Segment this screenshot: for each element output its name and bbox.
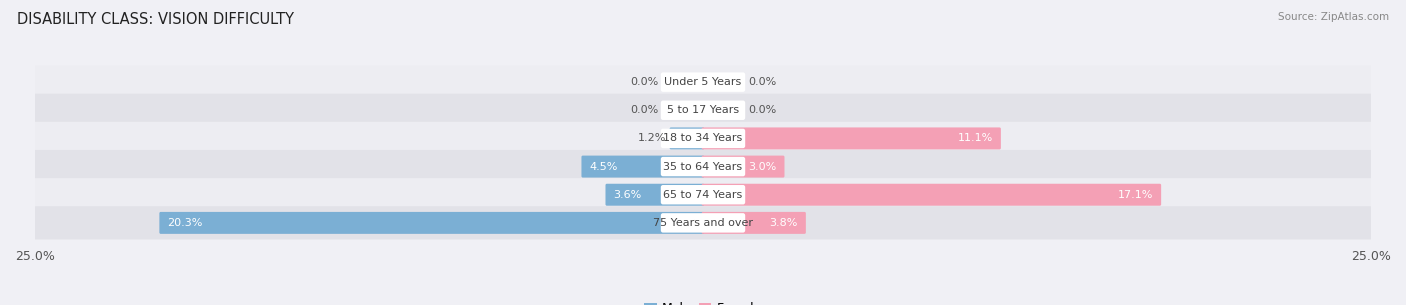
FancyBboxPatch shape [702,212,806,234]
FancyBboxPatch shape [661,101,745,120]
Text: 75 Years and over: 75 Years and over [652,218,754,228]
Text: 0.0%: 0.0% [630,77,658,87]
FancyBboxPatch shape [159,212,704,234]
Text: 18 to 34 Years: 18 to 34 Years [664,133,742,143]
Text: 3.8%: 3.8% [769,218,797,228]
Text: 3.0%: 3.0% [748,162,776,172]
FancyBboxPatch shape [31,206,1375,239]
FancyBboxPatch shape [661,157,745,176]
Text: Under 5 Years: Under 5 Years [665,77,741,87]
Text: Source: ZipAtlas.com: Source: ZipAtlas.com [1278,12,1389,22]
FancyBboxPatch shape [31,178,1375,211]
FancyBboxPatch shape [606,184,704,206]
Text: 11.1%: 11.1% [957,133,993,143]
Text: 1.2%: 1.2% [638,133,666,143]
FancyBboxPatch shape [661,213,745,233]
Text: 5 to 17 Years: 5 to 17 Years [666,105,740,115]
FancyBboxPatch shape [702,184,1161,206]
Text: 3.6%: 3.6% [613,190,641,200]
FancyBboxPatch shape [661,72,745,92]
FancyBboxPatch shape [669,127,704,149]
FancyBboxPatch shape [661,129,745,148]
Text: 20.3%: 20.3% [167,218,202,228]
FancyBboxPatch shape [31,122,1375,155]
Text: 0.0%: 0.0% [748,105,776,115]
Text: 65 to 74 Years: 65 to 74 Years [664,190,742,200]
FancyBboxPatch shape [661,185,745,204]
FancyBboxPatch shape [582,156,704,178]
Text: 35 to 64 Years: 35 to 64 Years [664,162,742,172]
Text: 4.5%: 4.5% [589,162,617,172]
Text: DISABILITY CLASS: VISION DIFFICULTY: DISABILITY CLASS: VISION DIFFICULTY [17,12,294,27]
FancyBboxPatch shape [31,94,1375,127]
FancyBboxPatch shape [702,156,785,178]
FancyBboxPatch shape [31,66,1375,99]
Text: 0.0%: 0.0% [748,77,776,87]
FancyBboxPatch shape [702,127,1001,149]
FancyBboxPatch shape [31,150,1375,183]
Text: 17.1%: 17.1% [1118,190,1153,200]
Text: 0.0%: 0.0% [630,105,658,115]
Legend: Male, Female: Male, Female [640,297,766,305]
